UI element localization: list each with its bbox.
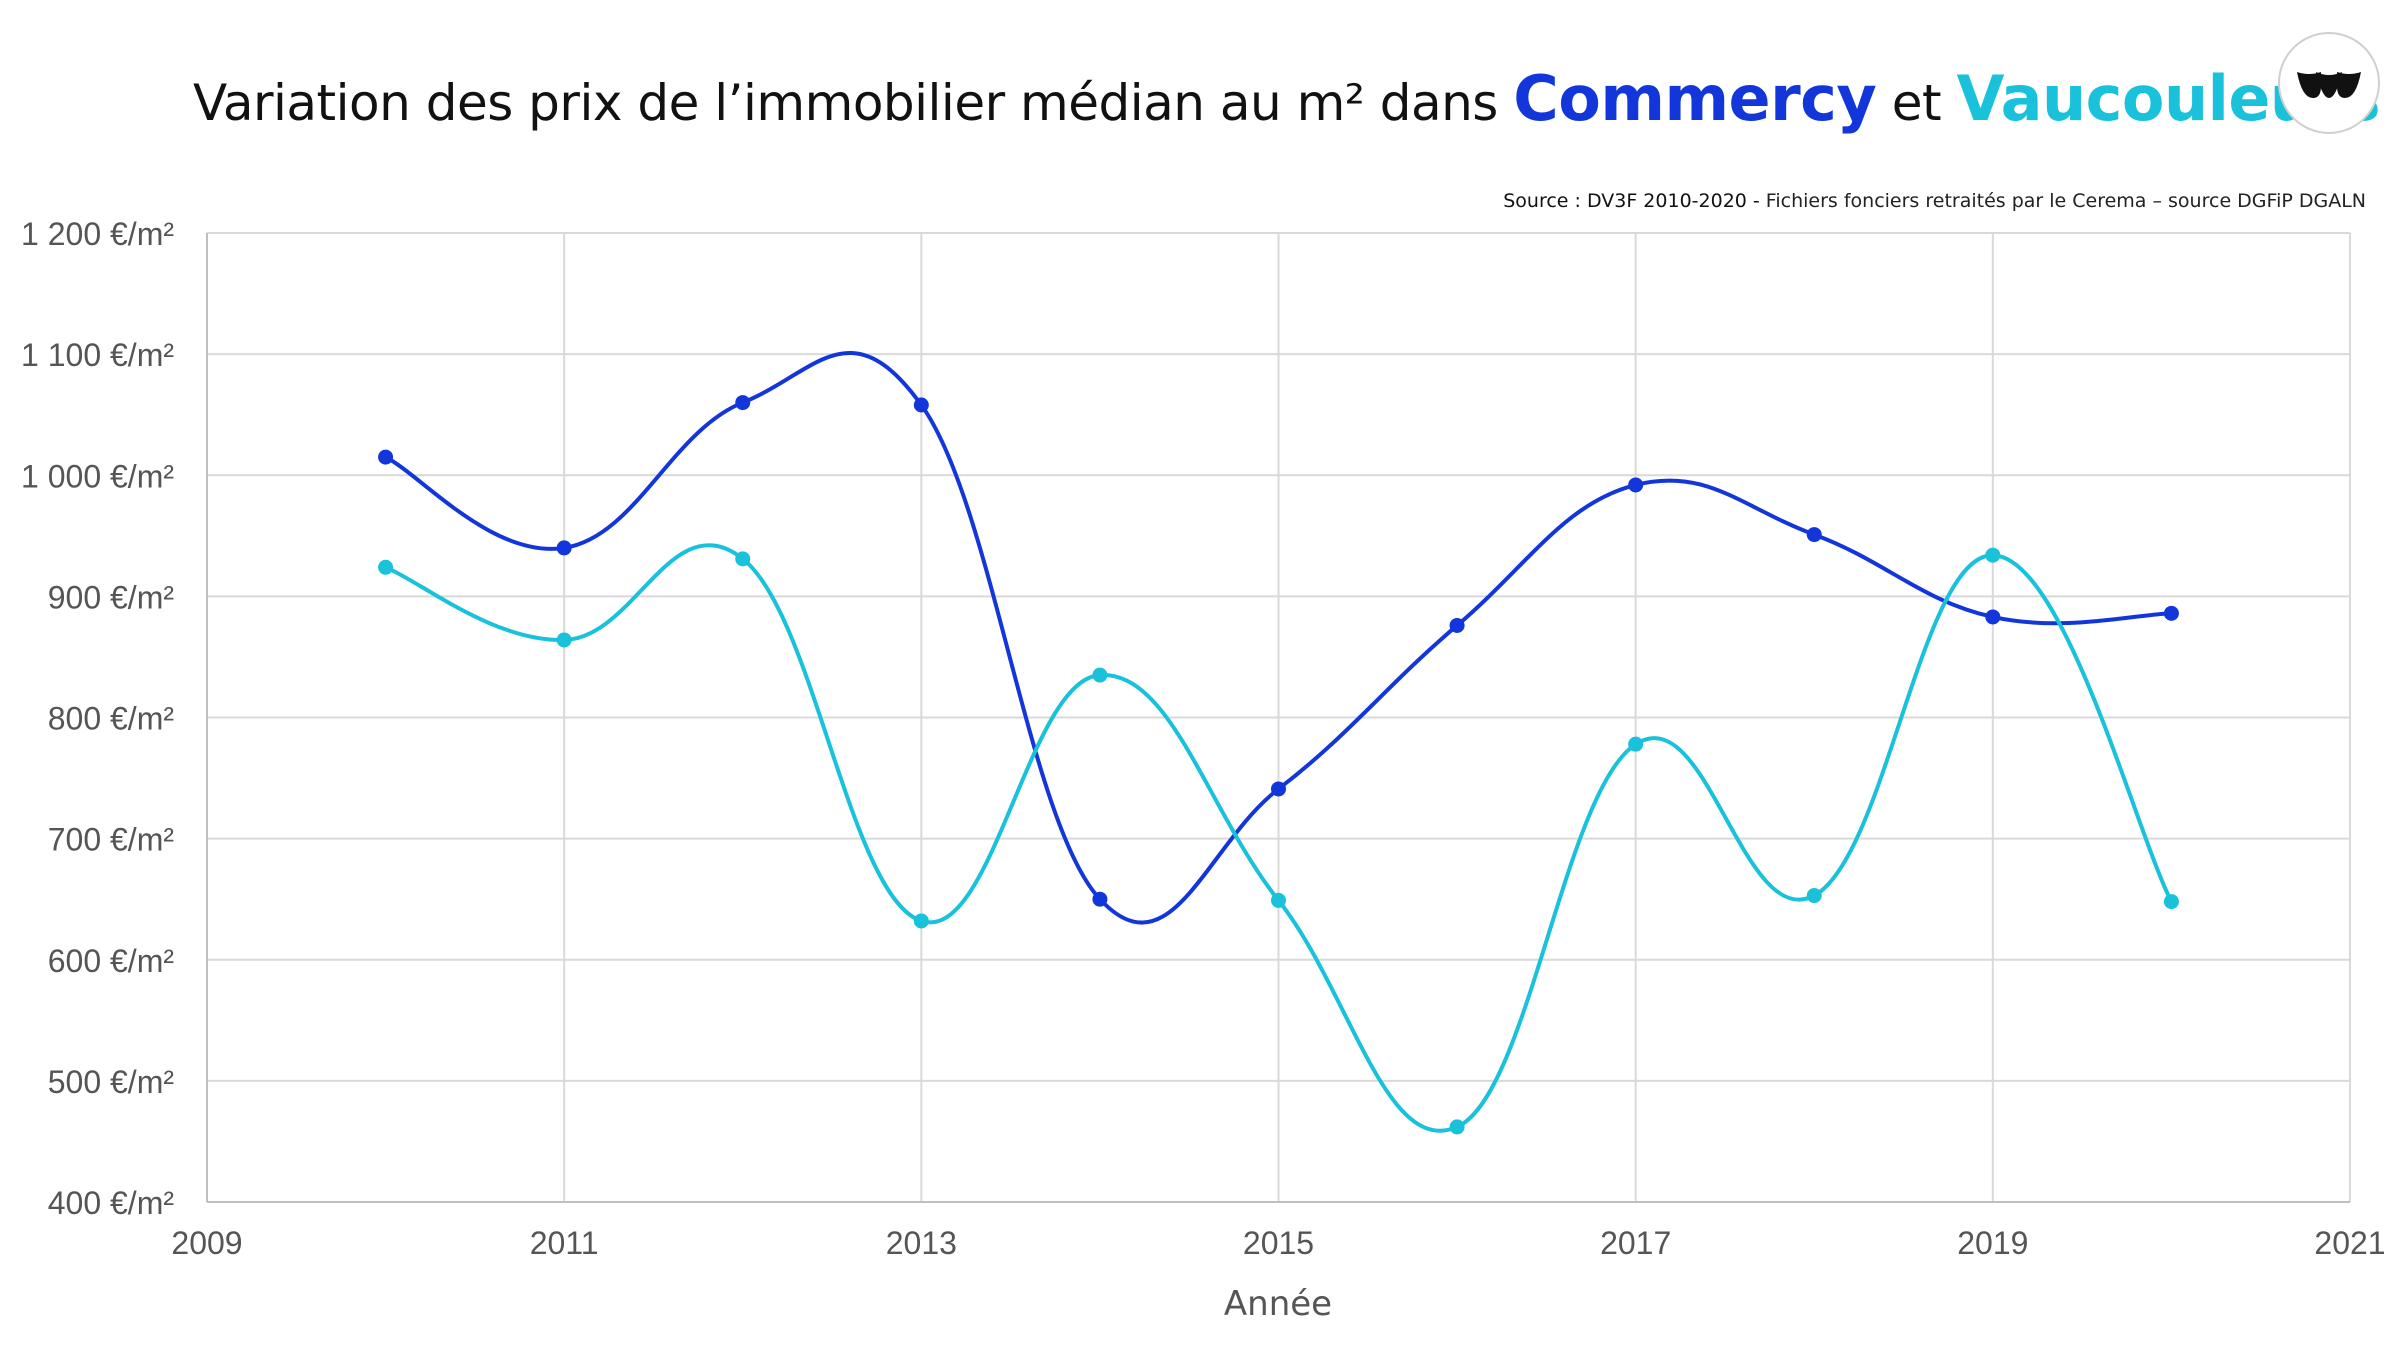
y-tick-label: 400 €/m² <box>48 1185 175 1221</box>
data-point-vaucouleurs <box>913 913 929 929</box>
data-point-vaucouleurs <box>1628 736 1644 752</box>
data-point-commercy <box>2163 605 2179 621</box>
title-series-commercy: Commercy <box>1513 62 1877 135</box>
source-note: Source : DV3F 2010-2020 - Fichiers fonci… <box>1503 190 2366 212</box>
data-point-commercy <box>556 540 572 556</box>
title-middle: et <box>1891 74 1942 132</box>
y-tick-label: 800 €/m² <box>48 701 175 737</box>
data-point-vaucouleurs <box>1271 892 1286 908</box>
x-tick-label: 2019 <box>1957 1225 2028 1261</box>
source-lead: Source : DV3F 2010-2020 - <box>1503 190 1760 212</box>
title-prefix: Variation des prix de l’immobilier média… <box>193 74 1498 132</box>
data-point-commercy <box>913 397 929 413</box>
x-tick-label: 2013 <box>886 1225 957 1261</box>
x-tick-label: 2017 <box>1600 1225 1671 1261</box>
source-rest: Fichiers fonciers retraités par le Cerem… <box>1759 190 2366 212</box>
data-point-vaucouleurs <box>378 559 394 575</box>
y-tick-label: 1 200 €/m² <box>21 216 174 252</box>
data-point-vaucouleurs <box>556 632 572 648</box>
x-tick-label: 2015 <box>1243 1225 1314 1261</box>
data-point-commercy <box>1806 527 1822 543</box>
data-point-vaucouleurs <box>735 551 751 567</box>
y-tick-label: 600 €/m² <box>48 943 175 979</box>
brand-logo <box>2278 32 2380 134</box>
y-tick-label: 900 €/m² <box>48 579 175 615</box>
data-point-vaucouleurs <box>2163 894 2179 910</box>
y-tick-label: 500 €/m² <box>48 1064 175 1100</box>
data-points <box>378 395 2179 1135</box>
x-tick-label: 2011 <box>530 1225 599 1261</box>
brand-logo-icon <box>2297 72 2361 98</box>
series-line-commercy <box>383 351 2174 925</box>
axes: 400 €/m² 500 €/m² 600 €/m² 700 €/m² 800 €/m²… <box>21 216 2386 1261</box>
x-tick-label: 2009 <box>171 1225 242 1261</box>
x-axis-label: Année <box>1224 1284 1332 1324</box>
y-tick-label: 1 100 €/m² <box>21 337 174 373</box>
y-tick-label: 700 €/m² <box>48 822 175 858</box>
data-point-commercy <box>1449 617 1465 633</box>
data-point-commercy <box>1628 477 1644 493</box>
data-point-vaucouleurs <box>1985 547 2001 563</box>
data-point-commercy <box>1092 891 1108 907</box>
grid-lines <box>206 232 2351 1203</box>
data-point-vaucouleurs <box>1092 667 1108 683</box>
data-point-vaucouleurs <box>1806 888 1822 904</box>
data-point-vaucouleurs <box>1449 1119 1465 1135</box>
data-point-commercy <box>378 449 394 465</box>
data-point-commercy <box>1271 781 1286 797</box>
x-tick-label: 2021 <box>2314 1225 2385 1261</box>
y-tick-label: 1 000 €/m² <box>21 458 174 494</box>
data-point-commercy <box>1985 609 2001 625</box>
data-point-commercy <box>735 395 751 411</box>
